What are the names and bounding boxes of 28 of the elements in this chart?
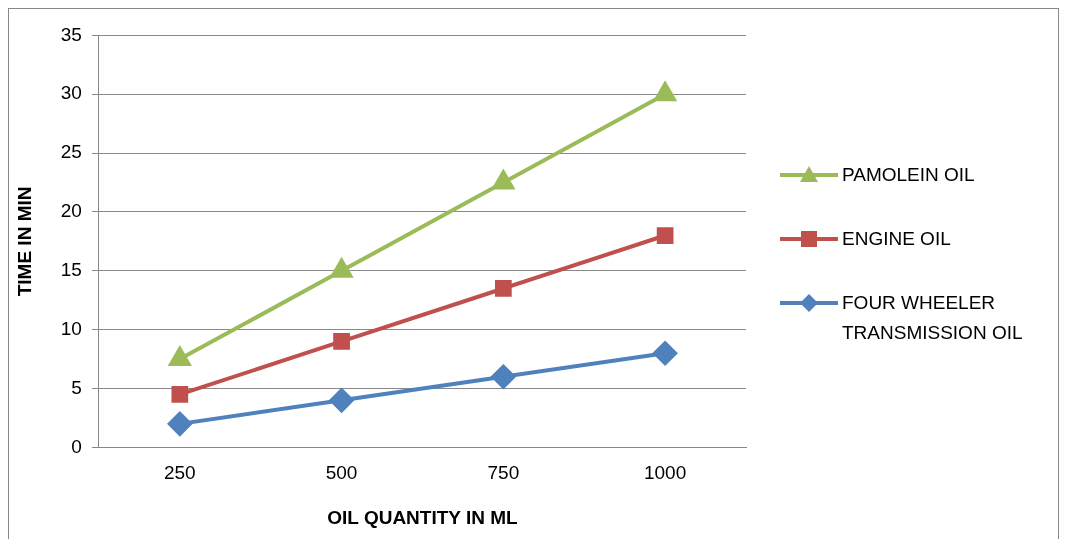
x-tick-label: 250	[163, 462, 196, 484]
point	[653, 341, 678, 366]
point	[169, 347, 191, 367]
point	[654, 82, 676, 102]
legend-label: FOUR WHEELER TRANSMISSION OIL	[842, 291, 1024, 345]
point	[333, 333, 350, 350]
x-axis-title: OIL QUANTITY IN ML	[327, 506, 519, 528]
y-tick-label: 5	[71, 376, 82, 398]
y-tick-label: 10	[60, 317, 82, 339]
point	[656, 227, 674, 244]
point	[492, 168, 516, 190]
point	[494, 280, 512, 297]
y-tick-label: 35	[60, 23, 82, 45]
point	[171, 386, 189, 403]
legend-label: PAMOLEIN OIL	[842, 163, 975, 187]
x-tick-label: 1000	[643, 462, 687, 484]
point	[329, 388, 354, 413]
x-tick-label: 750	[487, 462, 520, 484]
point	[491, 364, 516, 389]
x-tick-label: 500	[325, 462, 358, 484]
y-tick-label: 30	[60, 82, 82, 104]
y-axis-title: TIME IN MIN	[13, 186, 35, 297]
y-tick-label: 25	[60, 141, 82, 163]
legend-label: ENGINE OIL	[842, 227, 951, 251]
y-tick-label: 0	[71, 435, 82, 457]
y-tick-label: 15	[60, 259, 82, 281]
point	[167, 411, 192, 436]
y-tick-label: 20	[60, 200, 82, 222]
